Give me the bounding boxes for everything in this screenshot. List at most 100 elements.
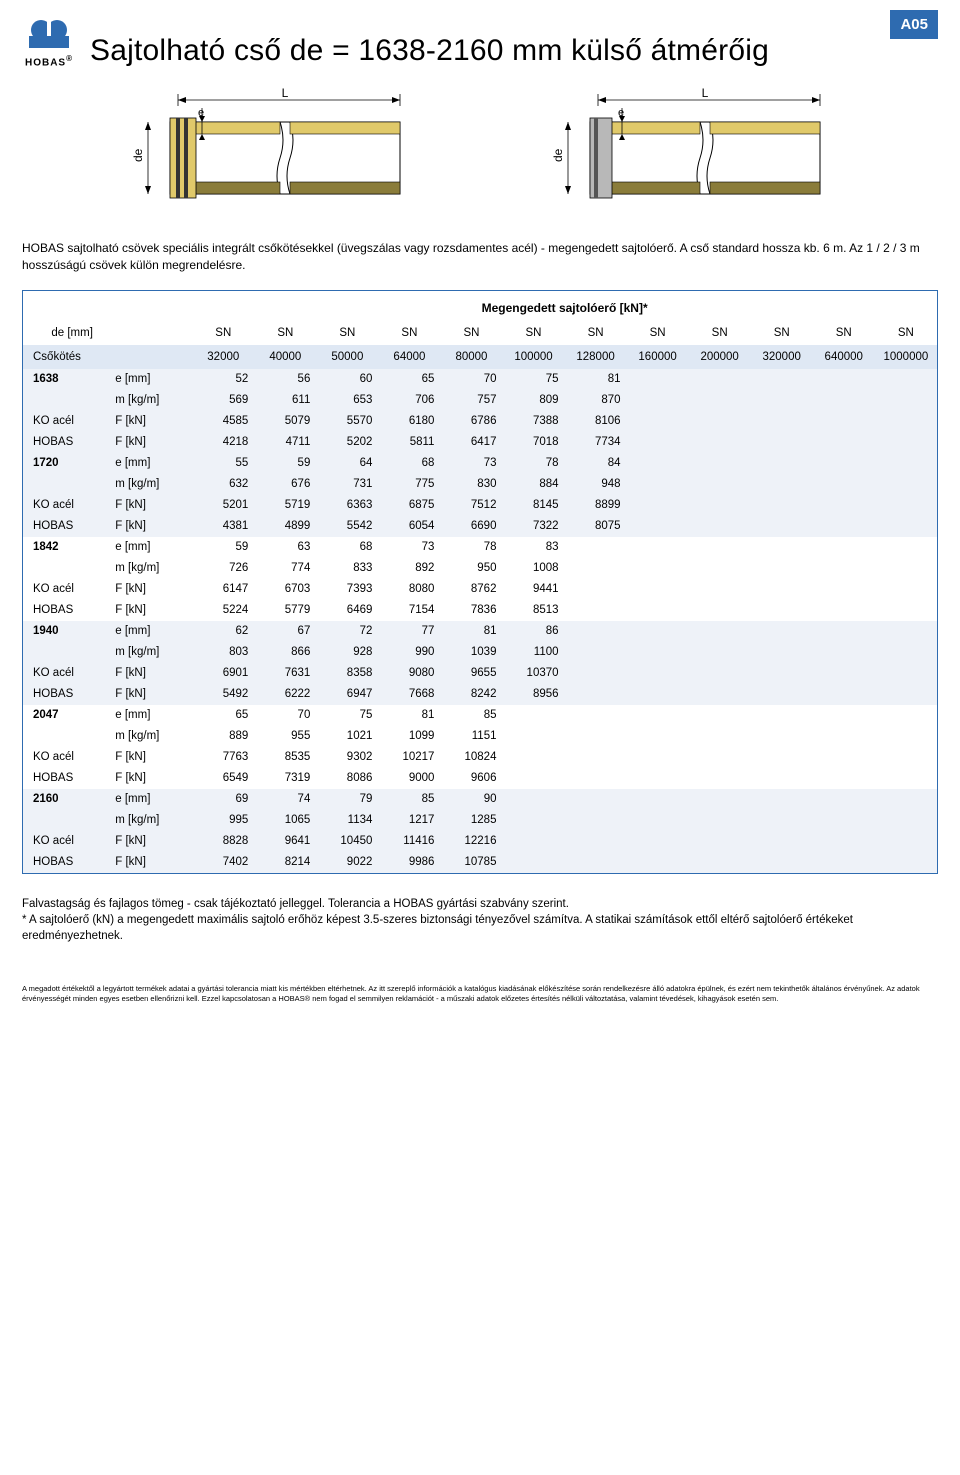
cell xyxy=(751,600,813,621)
cell: 68 xyxy=(378,453,440,474)
cell: 7319 xyxy=(254,768,316,789)
cell: 889 xyxy=(192,726,254,747)
cell xyxy=(751,453,813,474)
cell xyxy=(813,537,875,558)
cell xyxy=(751,537,813,558)
col-snval: 50000 xyxy=(316,345,378,369)
cell: 950 xyxy=(440,558,502,579)
cell: 731 xyxy=(316,474,378,495)
cell xyxy=(875,768,937,789)
cell xyxy=(502,768,564,789)
cell xyxy=(813,369,875,390)
cell: 85 xyxy=(440,705,502,726)
cell xyxy=(875,516,937,537)
cell xyxy=(875,558,937,579)
cell: 8106 xyxy=(565,411,627,432)
cell: 5492 xyxy=(192,684,254,705)
cell xyxy=(751,831,813,852)
cell: 5779 xyxy=(254,600,316,621)
cell: 830 xyxy=(440,474,502,495)
pipe-diagram-right: L e de xyxy=(550,88,830,218)
cell: 928 xyxy=(316,642,378,663)
col-sn: SN xyxy=(192,321,254,345)
cell xyxy=(813,579,875,600)
cell xyxy=(875,663,937,684)
cell xyxy=(813,390,875,411)
cell xyxy=(565,537,627,558)
cell xyxy=(627,516,689,537)
col-joint: Csőkötés xyxy=(23,345,192,369)
cell: 5079 xyxy=(254,411,316,432)
cell: 70 xyxy=(440,369,502,390)
col-sn: SN xyxy=(378,321,440,345)
cell xyxy=(565,621,627,642)
cell xyxy=(813,600,875,621)
cell xyxy=(813,852,875,873)
header: HOBAS® Sajtolható cső de = 1638-2160 mm … xyxy=(22,18,938,68)
cell xyxy=(565,642,627,663)
cell: 6901 xyxy=(192,663,254,684)
cell xyxy=(502,852,564,873)
cell: 4381 xyxy=(192,516,254,537)
cell: 1008 xyxy=(502,558,564,579)
cell xyxy=(751,411,813,432)
cell: 726 xyxy=(192,558,254,579)
col-sn: SN xyxy=(875,321,937,345)
cell xyxy=(875,579,937,600)
cell xyxy=(875,432,937,453)
cell: 632 xyxy=(192,474,254,495)
cell: 11416 xyxy=(378,831,440,852)
cell: 4585 xyxy=(192,411,254,432)
cell xyxy=(813,831,875,852)
cell: 60 xyxy=(316,369,378,390)
cell xyxy=(689,453,751,474)
cell xyxy=(751,495,813,516)
cell xyxy=(751,579,813,600)
cell: 757 xyxy=(440,390,502,411)
cell: 8899 xyxy=(565,495,627,516)
cell: 8956 xyxy=(502,684,564,705)
cell xyxy=(813,474,875,495)
cell xyxy=(751,369,813,390)
cell: 9080 xyxy=(378,663,440,684)
cell: 7631 xyxy=(254,663,316,684)
cell: 67 xyxy=(254,621,316,642)
cell: 83 xyxy=(502,537,564,558)
brand-name: HOBAS® xyxy=(25,54,73,68)
cell xyxy=(502,726,564,747)
cell: 59 xyxy=(254,453,316,474)
cell xyxy=(627,390,689,411)
cell xyxy=(813,684,875,705)
cell xyxy=(627,495,689,516)
cell: 70 xyxy=(254,705,316,726)
cell: 9022 xyxy=(316,852,378,873)
cell: 1100 xyxy=(502,642,564,663)
cell xyxy=(751,789,813,810)
cell xyxy=(627,789,689,810)
cell xyxy=(627,684,689,705)
page-title: Sajtolható cső de = 1638-2160 mm külső á… xyxy=(90,34,769,68)
svg-text:de: de xyxy=(551,149,565,163)
cell xyxy=(565,705,627,726)
footnotes: Falvastagság és fajlagos tömeg - csak tá… xyxy=(22,896,938,944)
cell xyxy=(689,831,751,852)
cell xyxy=(689,852,751,873)
cell: 7512 xyxy=(440,495,502,516)
cell xyxy=(627,579,689,600)
footnote-1: Falvastagság és fajlagos tömeg - csak tá… xyxy=(22,896,938,912)
cell xyxy=(751,642,813,663)
cell: 5224 xyxy=(192,600,254,621)
cell xyxy=(565,579,627,600)
cell xyxy=(627,726,689,747)
cell xyxy=(875,747,937,768)
cell: 85 xyxy=(378,789,440,810)
cell xyxy=(875,621,937,642)
cell xyxy=(689,747,751,768)
cell: 6549 xyxy=(192,768,254,789)
cell xyxy=(565,600,627,621)
cell: 75 xyxy=(502,369,564,390)
col-sn: SN xyxy=(565,321,627,345)
cell: 6417 xyxy=(440,432,502,453)
cell xyxy=(627,642,689,663)
cell xyxy=(689,642,751,663)
